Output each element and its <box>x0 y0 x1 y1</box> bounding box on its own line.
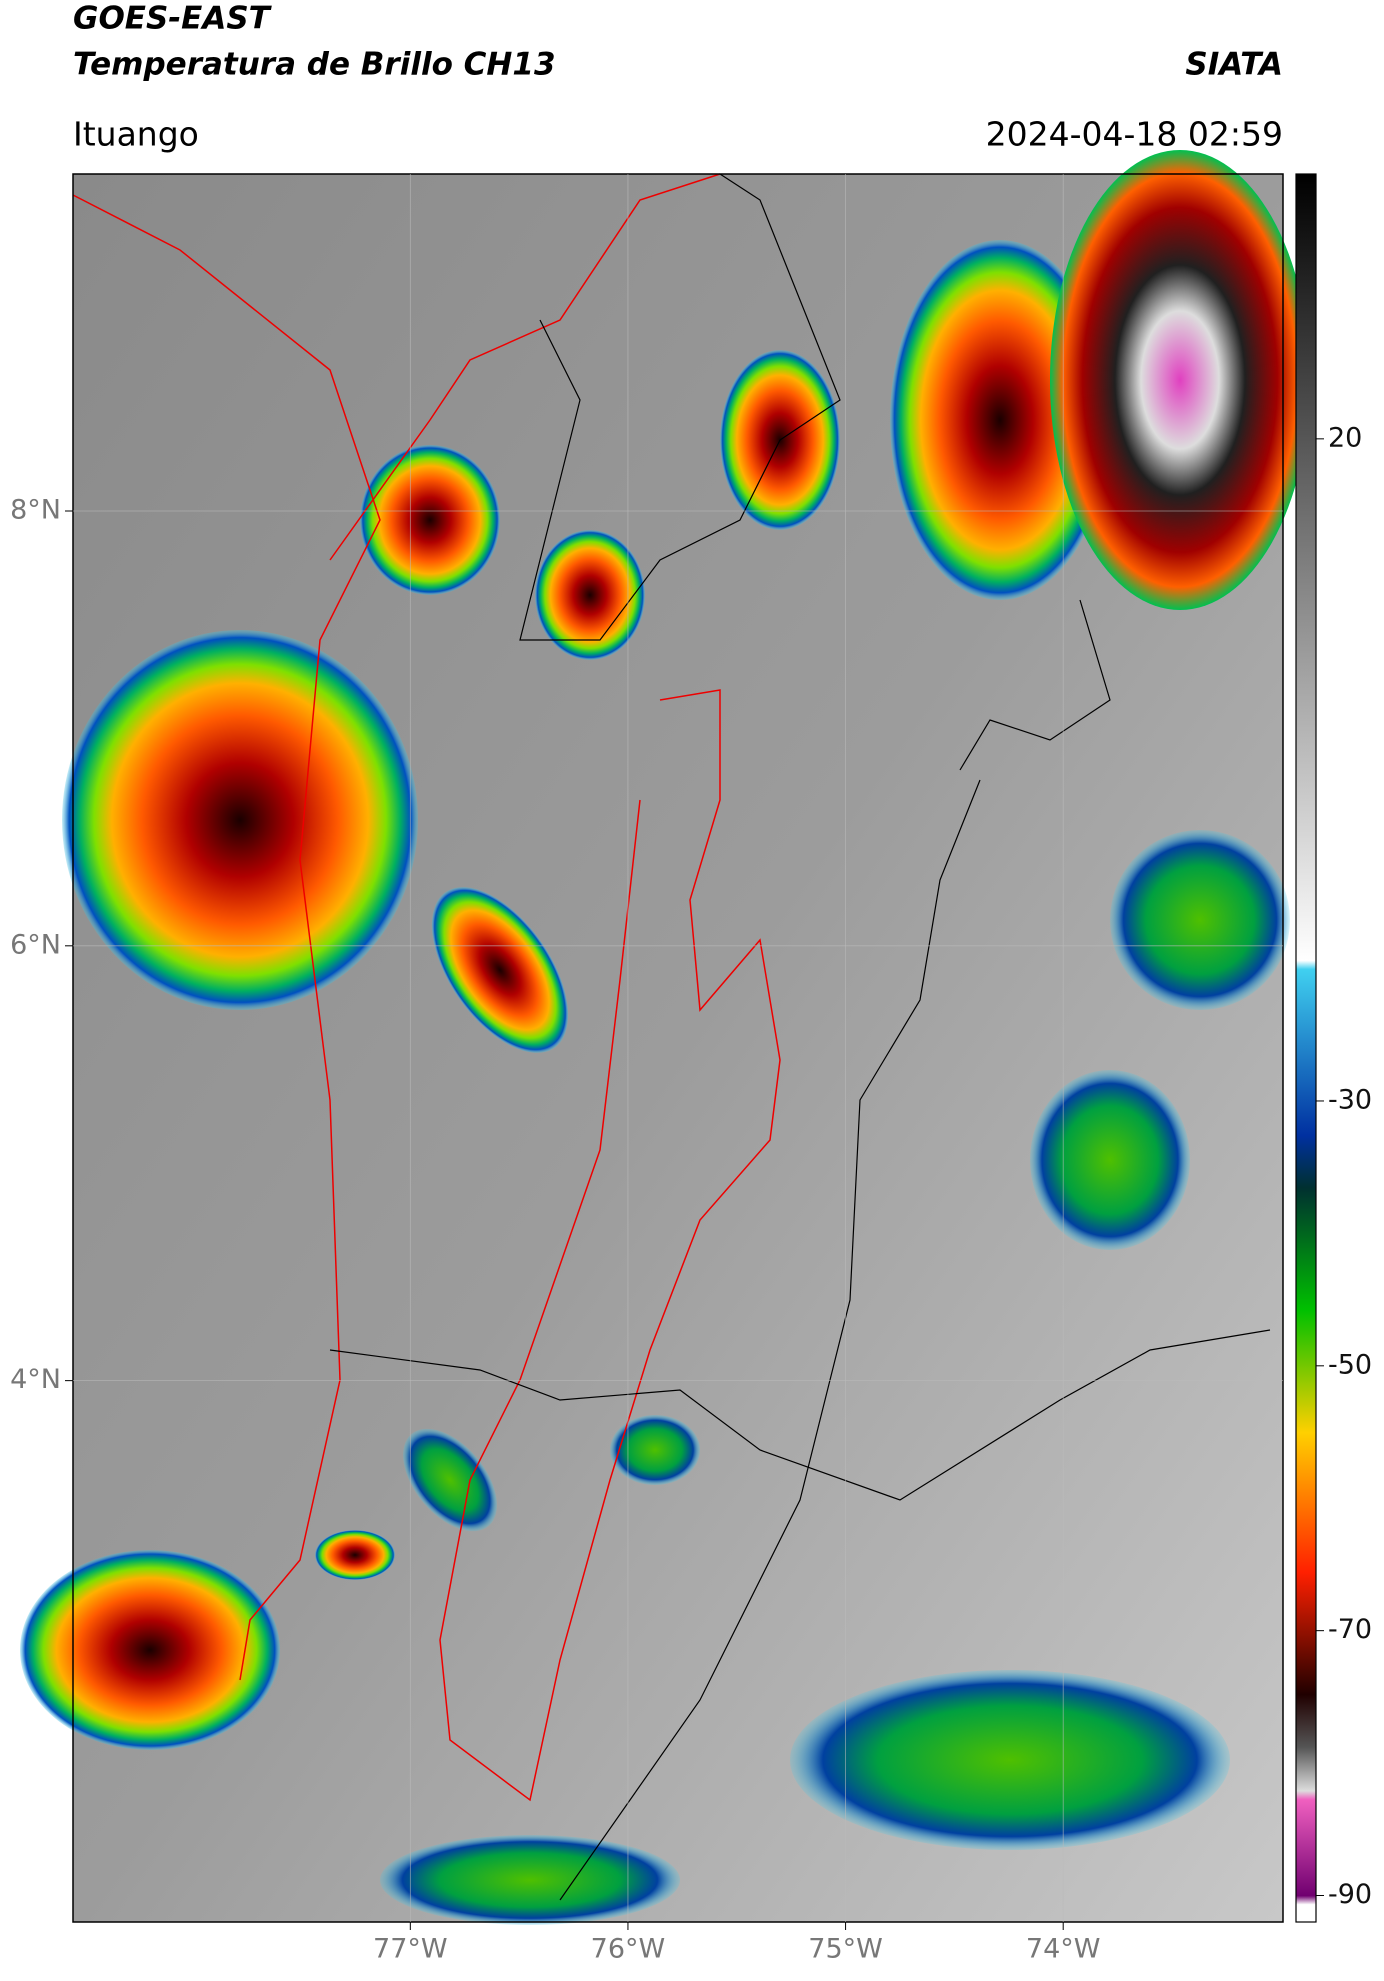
lat-tick-label: 6°N <box>10 929 61 960</box>
colorbar <box>1295 173 1317 1923</box>
lat-tick-label: 8°N <box>10 494 61 525</box>
datetime: 2024-04-18 02:59 <box>986 115 1283 154</box>
colorbar-tick-label: 20 <box>1328 422 1362 453</box>
colorbar-tick-label: -90 <box>1328 1879 1372 1910</box>
source: SIATA <box>1185 47 1283 83</box>
lon-tick-label: 76°W <box>591 1934 666 1965</box>
title: GOES-EAST <box>73 1 273 37</box>
colorbar-tick-label: -30 <box>1328 1084 1372 1115</box>
colorbar-tick-label: -70 <box>1328 1614 1372 1645</box>
location: Ituango <box>73 115 199 154</box>
map-frame <box>72 173 1284 1923</box>
subtitle: Temperatura de Brillo CH13 <box>73 47 556 83</box>
lat-tick-label: 4°N <box>10 1364 61 1395</box>
lon-tick-label: 77°W <box>373 1934 448 1965</box>
colorbar-tick-label: -50 <box>1328 1349 1372 1380</box>
lon-tick-label: 75°W <box>808 1934 883 1965</box>
lon-tick-label: 74°W <box>1026 1934 1101 1965</box>
map <box>20 150 1310 1925</box>
